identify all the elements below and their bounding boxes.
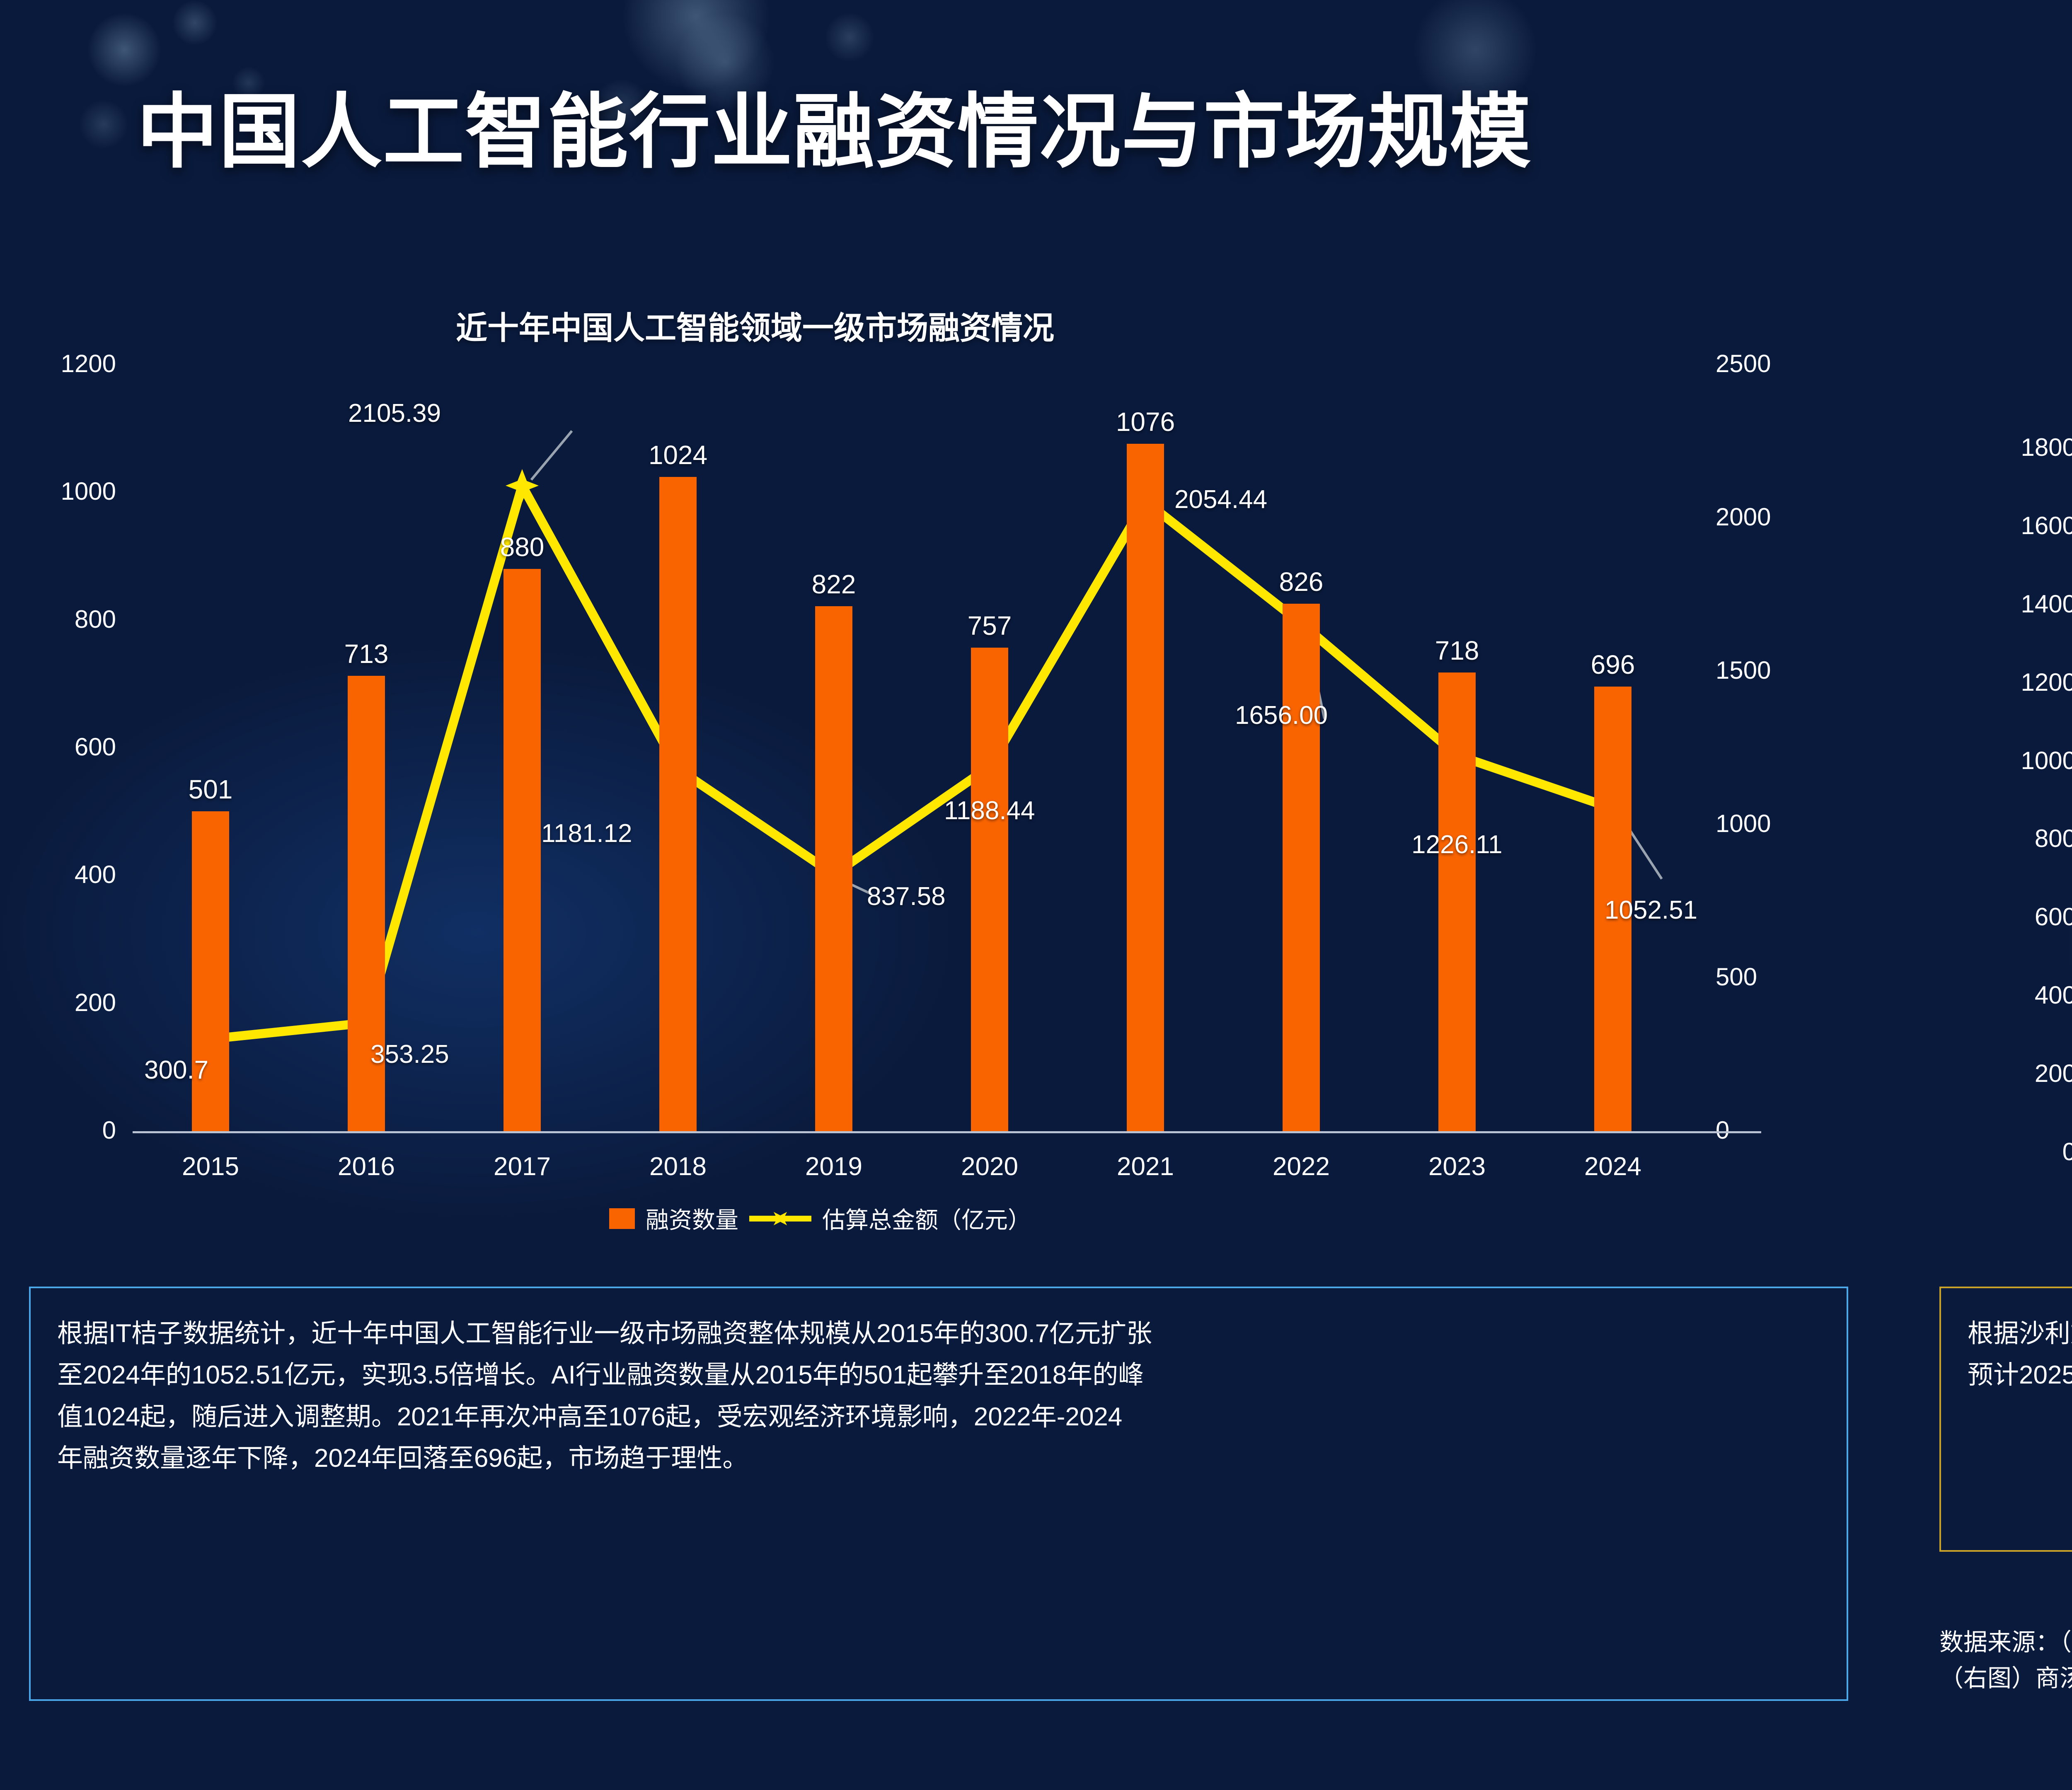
line-value-label: 1226.11 — [1411, 830, 1503, 859]
line-marker — [506, 469, 539, 503]
y-axis-tick-left: 800 — [74, 605, 116, 633]
bar — [503, 569, 541, 1131]
bar-value-label: 501 — [188, 774, 233, 804]
y-axis-tick: 1000 — [2021, 746, 2072, 774]
y-axis-tick-left: 400 — [74, 861, 116, 889]
y-axis-tick-right: 2000 — [1716, 503, 1771, 531]
bar — [348, 675, 385, 1131]
bar-value-label: 1076 — [1116, 407, 1175, 437]
y-axis-tick: 200 — [2034, 1059, 2072, 1088]
y-axis-tick-left: 600 — [74, 733, 116, 761]
line-value-label: 1052.51 — [1605, 896, 1698, 925]
x-axis-category-label: 2019 — [805, 1152, 862, 1181]
legend-label-line: 估算总金额（亿元） — [822, 1207, 1031, 1233]
legend-marker-line — [749, 1215, 811, 1222]
page-title: 中国人工智能行业融资情况与市场规模 — [137, 87, 1532, 177]
bar — [192, 811, 229, 1131]
line-value-label: 2105.39 — [348, 399, 441, 428]
y-axis-tick: 1800 — [2021, 433, 2072, 461]
bar-value-label: 696 — [1590, 650, 1635, 680]
line-value-label: 1188.44 — [944, 796, 1035, 825]
bar — [1283, 603, 1320, 1131]
x-axis-category-label: 2021 — [1117, 1152, 1174, 1181]
note-line: 年融资数量逐年下降，2024年回落至696起，市场趋于理性。 — [57, 1444, 748, 1473]
note-line: 根据沙利文的报告，2020年中国人工智能市场规模为295亿元， — [1968, 1319, 2072, 1348]
line-value-label: 300.7 — [144, 1056, 209, 1085]
y-axis-tick-left: 1200 — [61, 350, 116, 377]
y-axis-tick-right: 2500 — [1716, 350, 1771, 377]
bar-value-label: 880 — [500, 532, 545, 562]
y-axis-tick: 0 — [2062, 1138, 2072, 1166]
bar-value-label: 718 — [1435, 636, 1479, 666]
line-value-label: 1181.12 — [541, 819, 632, 848]
bar-value-label: 1024 — [648, 440, 708, 470]
legend-swatch-bar — [609, 1208, 635, 1229]
bar — [659, 477, 697, 1131]
x-axis-category-label: 2015 — [182, 1152, 239, 1181]
bar — [971, 647, 1008, 1131]
bar-value-label: 713 — [344, 639, 389, 669]
line-value-label: 353.25 — [370, 1040, 449, 1069]
note-line: 预计2025年达到1671亿元，年复合增速为41.5% — [1968, 1361, 2072, 1390]
y-axis-tick-right: 500 — [1716, 963, 1757, 991]
bar — [1127, 444, 1164, 1131]
x-axis-category-label: 2016 — [338, 1152, 395, 1181]
line-series — [210, 481, 1615, 1044]
x-axis-category-label: 2017 — [494, 1152, 551, 1181]
x-axis-category-label: 2018 — [649, 1152, 707, 1181]
note-line: 值1024起，随后进入调整期。2021年再次冲高至1076起，受宏观经济环境影响… — [57, 1402, 1123, 1431]
y-axis-tick-right: 1500 — [1716, 656, 1771, 684]
bar-value-label: 826 — [1279, 566, 1324, 597]
x-axis-line — [133, 1131, 1761, 1133]
x-axis-category-label: 2023 — [1428, 1152, 1486, 1181]
y-axis-tick: 400 — [2034, 981, 2072, 1009]
data-source-note: 数据来源：（左图）IT桔子； （右图）商汤招股书，沙利文，天风证券研究所 — [1939, 1629, 2072, 1692]
y-axis-tick: 600 — [2034, 903, 2072, 931]
y-axis-tick: 1200 — [2021, 668, 2072, 696]
left-chart-panel: 近十年中国人工智能领域一级市场融资情况 0 200 400 600 800 1000 120… — [61, 311, 1771, 1181]
y-axis-tick-right: 0 — [1716, 1116, 1730, 1144]
x-axis-category-label: 2020 — [961, 1152, 1018, 1181]
label-leader-line — [530, 430, 573, 481]
bar-value-label: 757 — [967, 610, 1012, 641]
left-chart-title: 近十年中国人工智能领域一级市场融资情况 — [456, 311, 1054, 346]
left-chart-legend: 融资数量 估算总金额（亿元） — [609, 1202, 1031, 1235]
legend-label-bar: 融资数量 — [646, 1207, 738, 1233]
right-summary-note: 根据沙利文的报告，2020年中国人工智能市场规模为295亿元， 预计2025年达到… — [1939, 1287, 2072, 1552]
y-axis-tick: 800 — [2034, 825, 2072, 853]
bar — [1438, 672, 1476, 1131]
y-axis-tick-left: 1000 — [61, 477, 116, 506]
x-axis-category-label: 2024 — [1584, 1152, 1641, 1181]
right-chart-panel: 中国人工智能市场规模（亿元） 0200400600800100012001400… — [2021, 433, 2072, 1166]
bar-value-label: 822 — [811, 569, 856, 599]
note-line: 至2024年的1052.51亿元，实现3.5倍增长。AI行业融资数量从2015年… — [57, 1361, 1144, 1390]
line-value-label: 1656.00 — [1235, 701, 1328, 730]
note-line: 根据IT桔子数据统计，近十年中国人工智能行业一级市场融资整体规模从2015年的3… — [57, 1319, 1152, 1348]
y-axis-tick: 1600 — [2021, 511, 2072, 539]
bar — [1594, 687, 1631, 1131]
bar — [815, 606, 852, 1131]
line-value-label: 2054.44 — [1174, 485, 1268, 514]
y-axis-tick-left: 200 — [74, 988, 116, 1016]
left-summary-note: 根据IT桔子数据统计，近十年中国人工智能行业一级市场融资整体规模从2015年的3… — [29, 1287, 1848, 1701]
y-axis-tick-right: 1000 — [1716, 810, 1771, 837]
y-axis-tick: 1400 — [2021, 590, 2072, 618]
x-axis-category-label: 2022 — [1273, 1152, 1330, 1181]
y-axis-tick-left: 0 — [102, 1116, 116, 1144]
line-value-label: 837.58 — [867, 882, 946, 911]
